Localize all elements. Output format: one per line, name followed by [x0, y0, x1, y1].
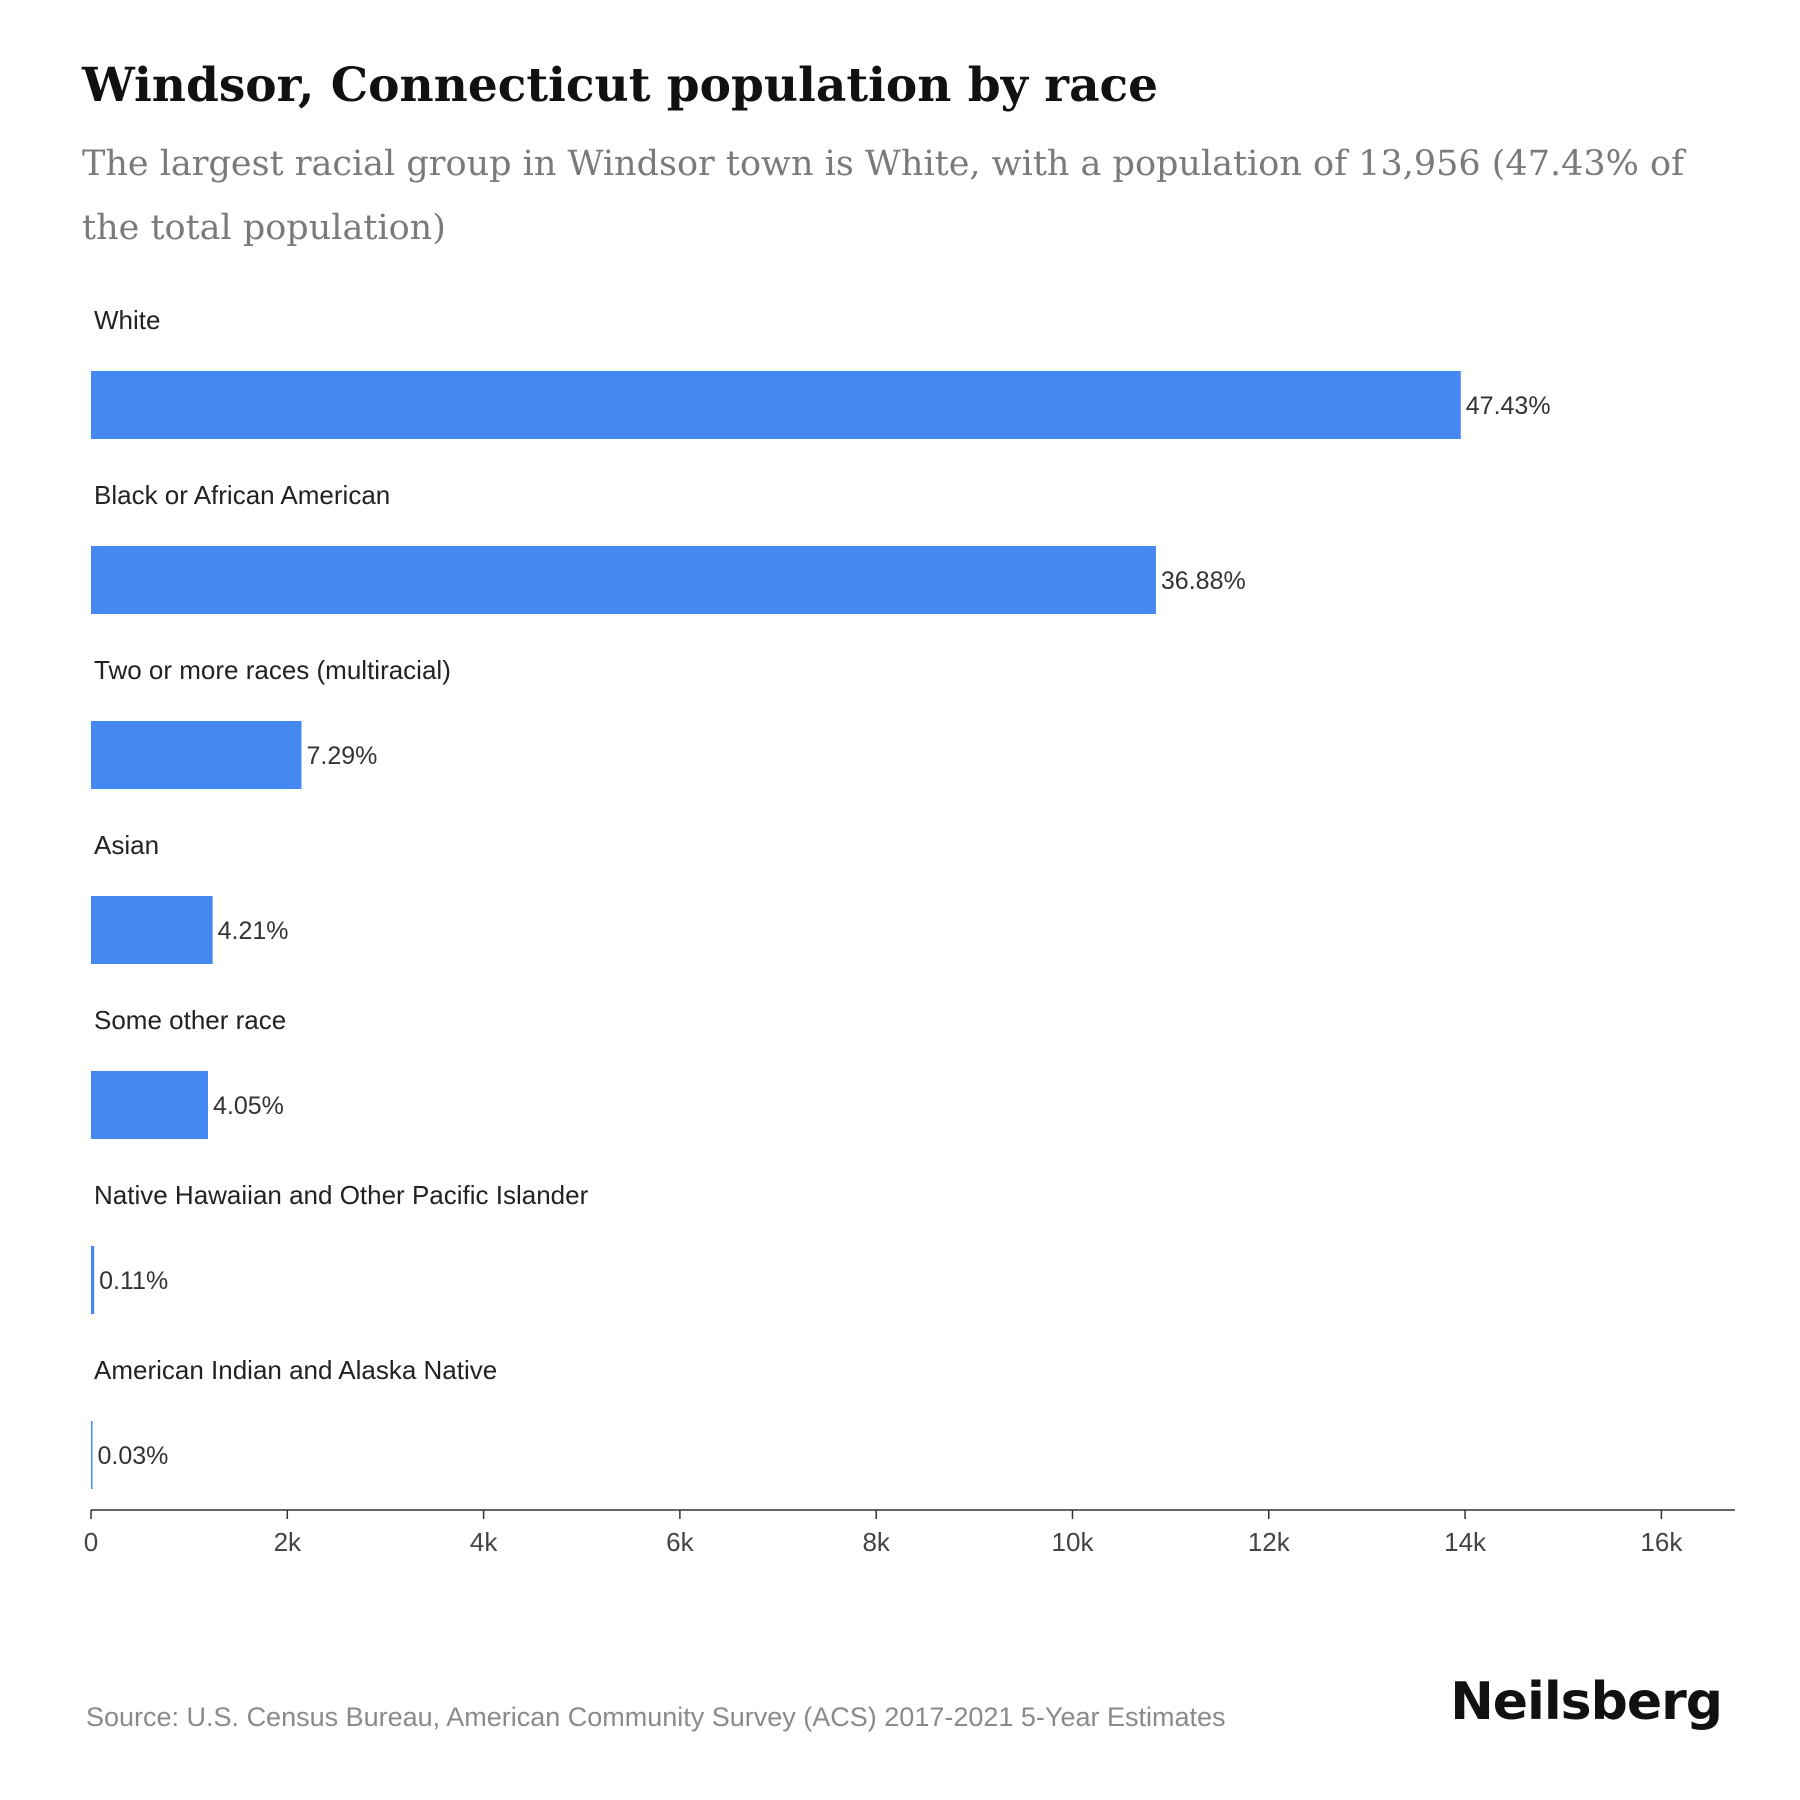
x-tick-label: 14k	[1444, 1527, 1487, 1557]
x-tick-label: 16k	[1640, 1527, 1683, 1557]
category-label: White	[94, 305, 160, 335]
bar	[91, 546, 1156, 614]
data-label: 0.11%	[99, 1267, 168, 1295]
x-tick-label: 10k	[1052, 1527, 1095, 1557]
data-label: 4.21%	[218, 917, 289, 945]
chart-subtitle: The largest racial group in Windsor town…	[82, 144, 1685, 248]
x-tick-label: 4k	[470, 1527, 498, 1557]
chart-title: Windsor, Connecticut population by race	[82, 58, 1159, 113]
data-label: 4.05%	[213, 1092, 284, 1120]
x-tick-label: 6k	[666, 1527, 694, 1557]
x-tick-label: 12k	[1248, 1527, 1291, 1557]
bar	[91, 1071, 208, 1139]
bar	[91, 1246, 95, 1314]
bar	[91, 721, 302, 789]
category-label: Some other race	[94, 1005, 286, 1035]
x-tick-label: 8k	[862, 1527, 890, 1557]
x-tick-label: 0	[84, 1527, 98, 1557]
category-label: Black or African American	[94, 480, 390, 510]
bar	[91, 896, 213, 964]
category-label: Asian	[94, 830, 159, 860]
bar	[91, 1421, 93, 1489]
category-label: Native Hawaiian and Other Pacific Island…	[94, 1180, 589, 1210]
data-label: 0.03%	[98, 1442, 169, 1470]
source-note: Source: U.S. Census Bureau, American Com…	[86, 1702, 1226, 1732]
brand-logo: Neilsberg	[1450, 1672, 1723, 1732]
x-tick-label: 2k	[274, 1527, 302, 1557]
category-label: American Indian and Alaska Native	[94, 1355, 497, 1385]
data-label: 47.43%	[1466, 392, 1551, 420]
data-label: 7.29%	[307, 742, 378, 770]
bar	[91, 371, 1461, 439]
data-label: 36.88%	[1161, 567, 1246, 595]
category-label: Two or more races (multiracial)	[94, 655, 451, 685]
